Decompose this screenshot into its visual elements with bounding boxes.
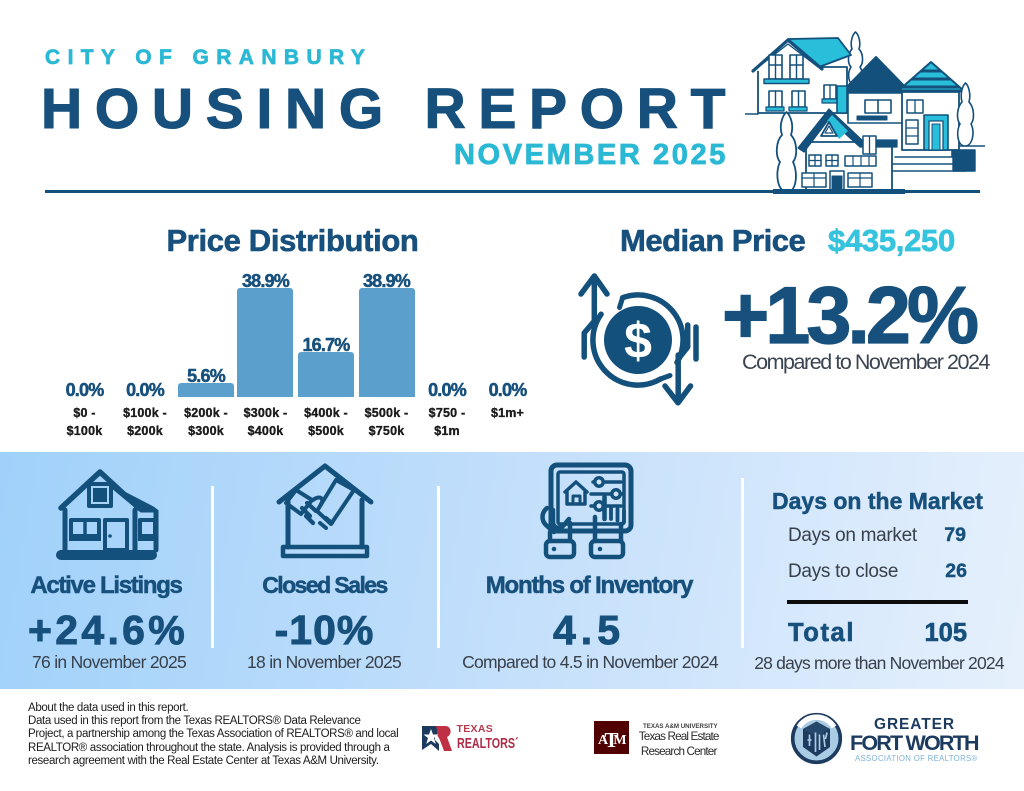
svg-text:M: M — [613, 733, 626, 748]
svg-text:T: T — [604, 728, 618, 752]
svg-text:A: A — [598, 733, 609, 748]
svg-text:$: $ — [624, 313, 652, 369]
